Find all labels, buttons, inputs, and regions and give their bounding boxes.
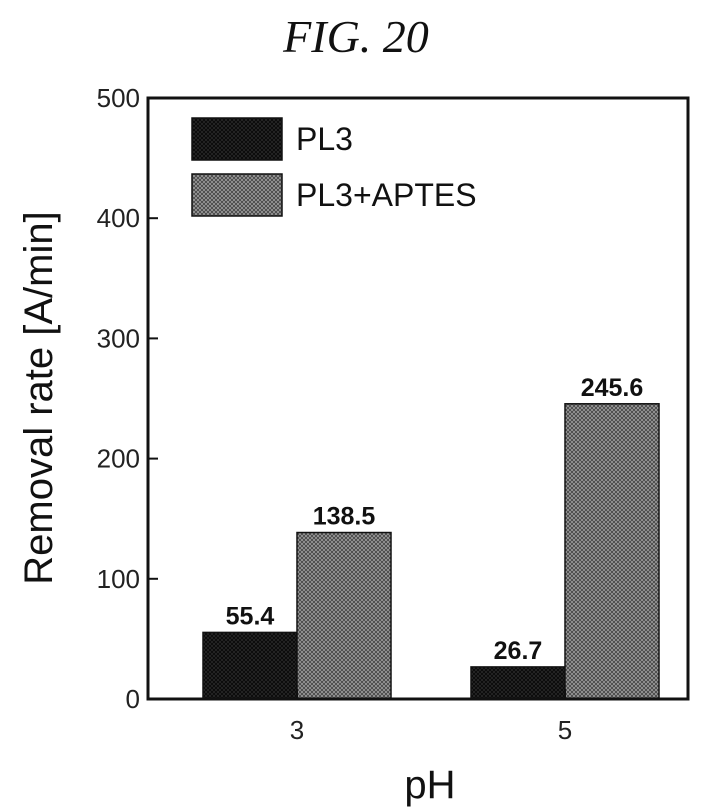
legend: PL3 PL3+APTES	[192, 118, 477, 216]
legend-label: PL3+APTES	[296, 177, 477, 213]
y-tick-label: 500	[97, 83, 140, 113]
legend-swatch	[192, 174, 282, 216]
figure-title: FIG. 20	[282, 11, 429, 62]
data-label: 26.7	[494, 637, 543, 665]
bar-pl3-aptes-ph3	[297, 533, 391, 699]
data-label: 138.5	[313, 503, 376, 531]
bar-pl3-aptes-ph5	[565, 404, 659, 699]
y-tick-label: 200	[97, 444, 140, 474]
data-label: 245.6	[581, 374, 644, 402]
bar-pl3-ph5	[471, 667, 565, 699]
bar-pl3-ph3	[203, 632, 297, 699]
y-tick-label: 100	[97, 564, 140, 594]
y-tick-label: 400	[97, 203, 140, 233]
legend-swatch	[192, 118, 282, 160]
x-tick-label: 5	[558, 715, 572, 745]
bars-group	[203, 404, 659, 699]
y-tick-label: 300	[97, 323, 140, 353]
y-axis-label: Removal rate [A/min]	[17, 211, 61, 584]
x-axis-label: pH	[404, 763, 455, 807]
x-tick-label: 3	[290, 715, 304, 745]
data-label: 55.4	[226, 602, 275, 630]
legend-label: PL3	[296, 121, 353, 157]
y-tick-label: 0	[126, 684, 140, 714]
